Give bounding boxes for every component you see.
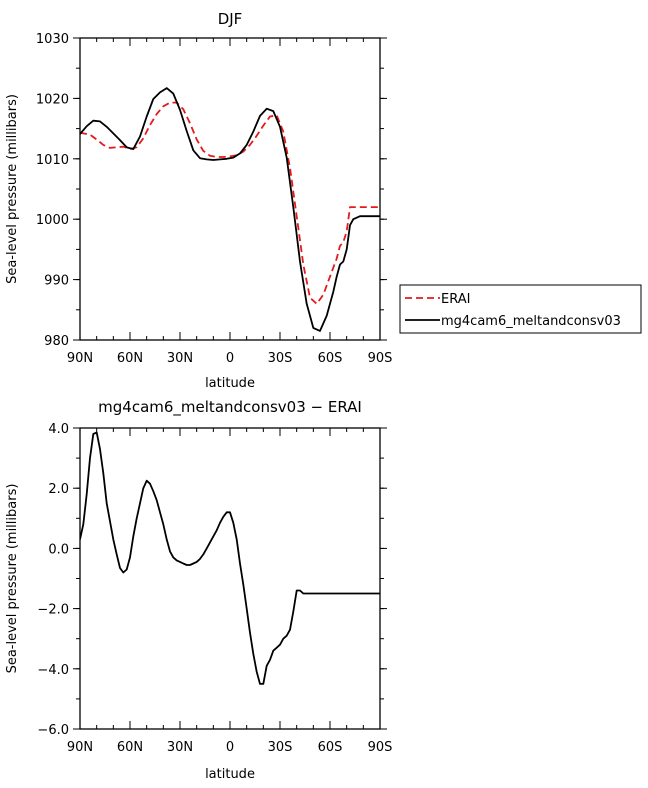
y-tick-label: −4.0 — [37, 663, 69, 678]
chart-title: mg4cam6_meltandconsv03 − ERAI — [98, 398, 362, 417]
y-tick-label: 2.0 — [48, 482, 69, 497]
legend-box — [399, 284, 642, 334]
x-tick-label: 30S — [268, 740, 293, 755]
x-tick-label: 90N — [67, 351, 93, 366]
x-axis-label: latitude — [205, 376, 255, 391]
y-tick-label: 1010 — [36, 153, 69, 168]
x-tick-label: 30N — [167, 351, 193, 366]
y-tick-label: −2.0 — [37, 603, 69, 618]
y-tick-label: 1000 — [36, 213, 69, 228]
series-line-series-0 — [80, 431, 380, 685]
y-tick-label: 990 — [44, 274, 69, 289]
y-axis-label: Sea-level pressure (millibars) — [5, 94, 20, 284]
x-tick-label: 60N — [117, 740, 143, 755]
x-tick-label: 90S — [368, 351, 393, 366]
x-tick-label: 30S — [268, 351, 293, 366]
legend-label: ERAI — [441, 292, 470, 307]
x-tick-label: 60N — [117, 351, 143, 366]
series-line-ERAI — [80, 101, 380, 305]
y-tick-label: 1030 — [36, 32, 69, 47]
y-tick-label: 1020 — [36, 92, 69, 107]
y-tick-label: 0.0 — [48, 542, 69, 557]
y-tick-label: 4.0 — [48, 422, 69, 437]
x-tick-label: 90S — [368, 740, 393, 755]
y-axis-label: Sea-level pressure (millibars) — [5, 484, 20, 674]
x-tick-label: 90N — [67, 740, 93, 755]
y-tick-label: −6.0 — [37, 723, 69, 738]
x-tick-label: 30N — [167, 740, 193, 755]
chart-panel-2: 90N 60N 30N 0 30S 60S 90S −6.0 −4.0 −2.0 0.0 2.0 4.0… — [5, 398, 392, 782]
x-tick-label: 0 — [226, 351, 234, 366]
x-tick-label: 60S — [318, 740, 343, 755]
chart-panel-1: 90N 60N 30N 0 30S 60S 90S 980 990 1000 1010 1020 103… — [5, 10, 642, 391]
series-line-mg4cam6_meltandconsv03 — [80, 87, 380, 332]
legend-label: mg4cam6_meltandconsv03 — [441, 314, 621, 329]
x-tick-label: 0 — [226, 740, 234, 755]
x-axis-label: latitude — [205, 767, 255, 782]
legend: ERAI mg4cam6_meltandconsv03 — [399, 284, 642, 334]
y-tick-label: 980 — [44, 334, 69, 349]
x-tick-label: 60S — [318, 351, 343, 366]
chart-title: DJF — [218, 10, 243, 28]
